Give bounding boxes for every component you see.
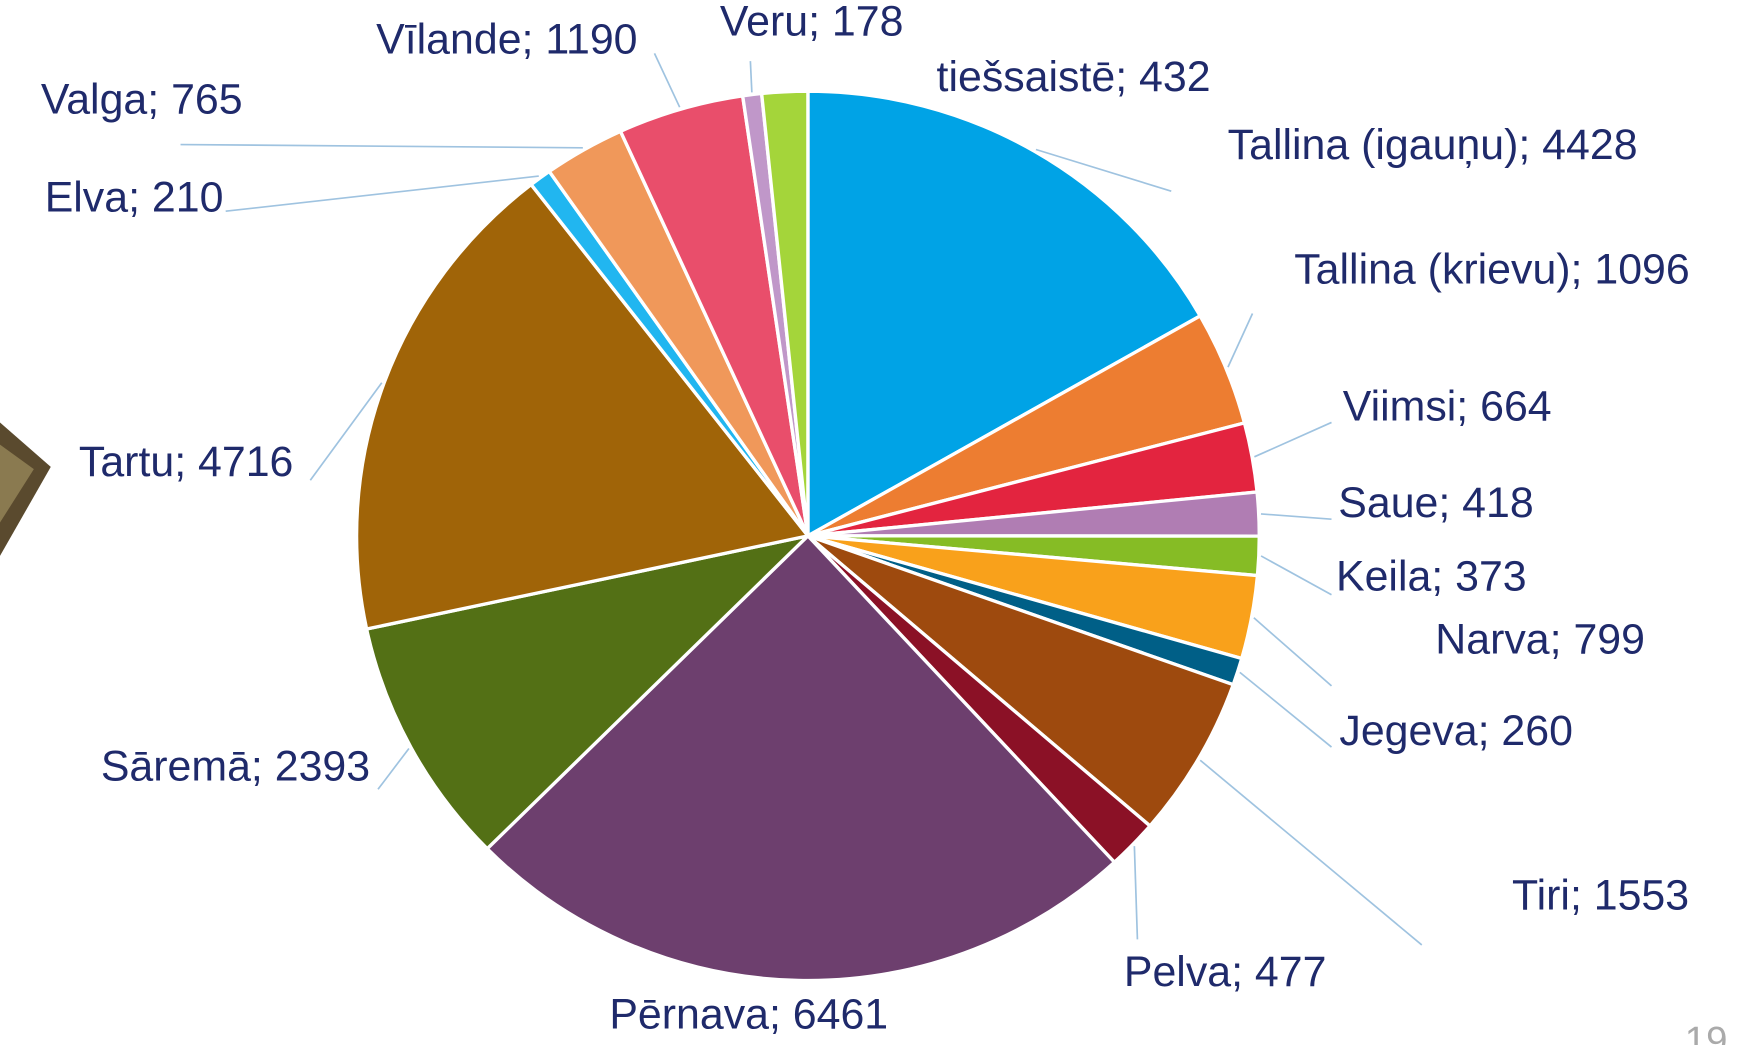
data-label: Keila; 373: [1336, 553, 1527, 601]
data-label: Tartu; 4716: [79, 438, 293, 486]
data-label: Veru; 178: [720, 0, 904, 46]
data-label: Tallina (krievu); 1096: [1294, 246, 1689, 294]
leader-line: [1254, 422, 1331, 456]
page: 19 Tallina (igauņu); 4428 Tallina (krievu…: [0, 0, 1749, 1045]
data-label: Valga; 765: [41, 76, 243, 124]
leader-line: [1200, 760, 1422, 945]
leader-line: [1254, 618, 1332, 686]
leader-line: [654, 53, 679, 107]
leader-line: [1134, 846, 1137, 939]
leader-line: [750, 61, 751, 92]
leader-line: [1261, 514, 1332, 519]
data-label: Narva; 799: [1435, 616, 1645, 664]
data-label: Vīlande; 1190: [376, 16, 637, 64]
chart: 19 Tallina (igauņu); 4428 Tallina (krievu…: [0, 0, 1749, 1045]
leader-line: [1240, 672, 1332, 747]
data-label: Jegeva; 260: [1339, 707, 1573, 755]
data-label: Sāremā; 2393: [101, 743, 370, 791]
data-label: Tiri; 1553: [1512, 872, 1689, 920]
leader-line: [1228, 314, 1253, 368]
data-label: Saue; 418: [1338, 479, 1533, 527]
leader-line: [378, 748, 409, 789]
data-label: Elva; 210: [45, 174, 224, 222]
leader-line: [1261, 556, 1331, 595]
page-number: 19: [1685, 1020, 1728, 1045]
leader-line: [226, 176, 539, 211]
data-label: tiešsaistē; 432: [937, 53, 1211, 101]
data-label: Pērnava; 6461: [609, 991, 888, 1039]
data-label: Pelva; 477: [1124, 948, 1327, 996]
data-label: Tallina (igauņu); 4428: [1228, 121, 1638, 169]
data-label: Viimsi; 664: [1343, 383, 1552, 431]
leader-line: [181, 145, 583, 148]
